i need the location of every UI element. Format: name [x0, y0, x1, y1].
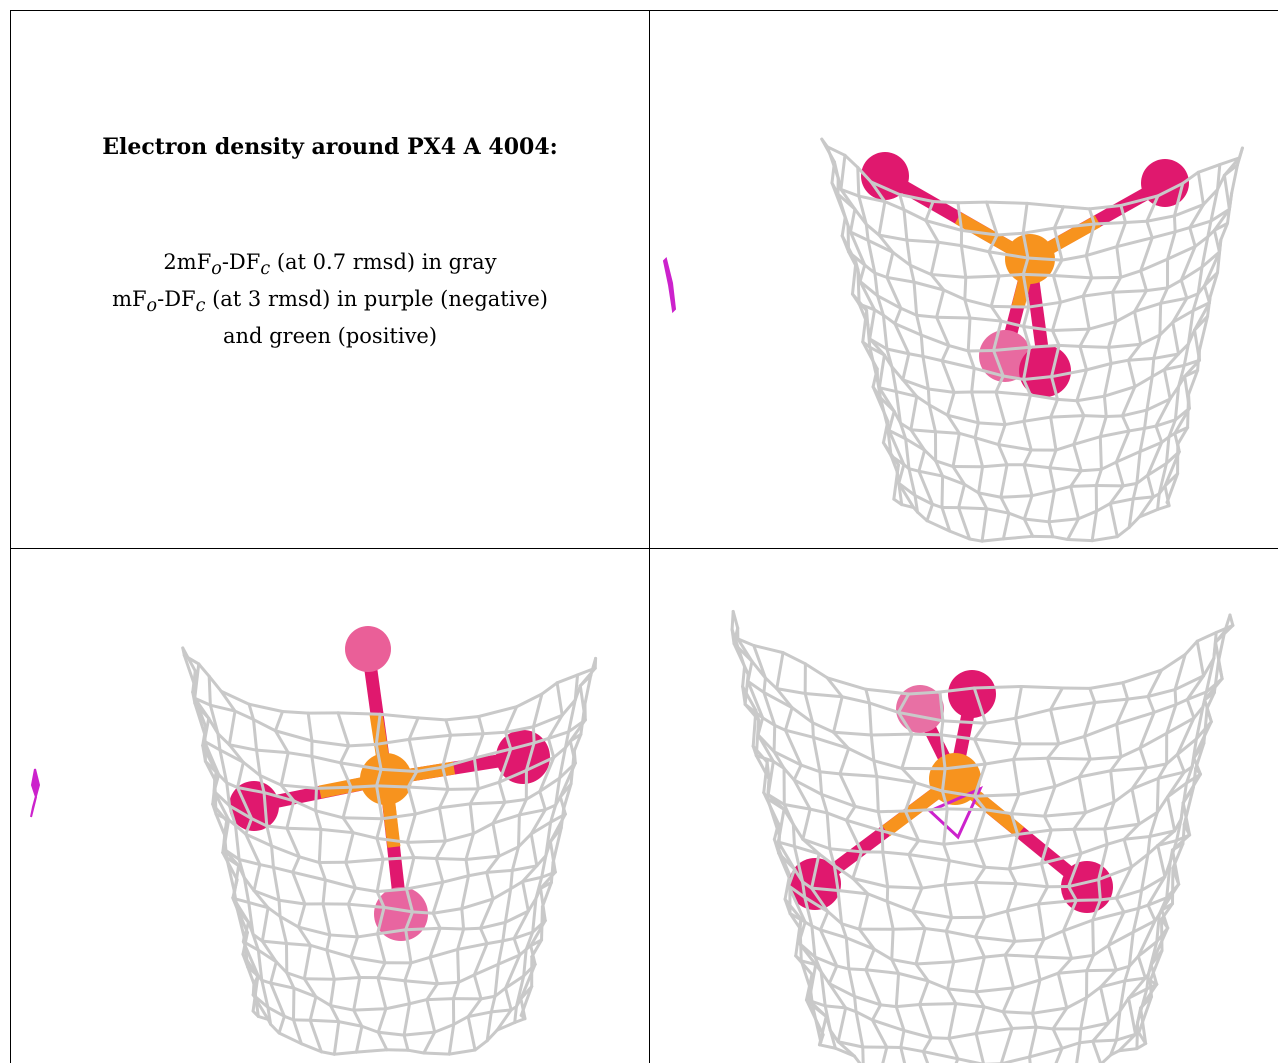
legend-line-green: and green (positive) — [222, 324, 438, 349]
legend-line-2mfo: 2mFo-DFc (at 0.7 rmsd) in gray — [163, 250, 497, 280]
oxygen-atom — [948, 670, 996, 718]
oxygen-atom — [345, 626, 391, 672]
figure-title: Electron density around PX4 A 4004: — [102, 134, 558, 160]
oxygen-atom — [861, 152, 909, 200]
molecule-render-2 — [30, 626, 598, 1056]
oxygen-atom — [979, 330, 1031, 382]
oxygen-atom — [496, 730, 550, 784]
oxygen-atom — [1141, 159, 1189, 207]
density-view-bottom-left — [10, 549, 649, 1063]
oxygen-atom — [1019, 345, 1071, 397]
molecule-render-3 — [730, 609, 1235, 1063]
density-view-top-right — [649, 10, 1278, 549]
density-mesh-front — [193, 662, 597, 1056]
text-panel: Electron density around PX4 A 4004: 2mFo… — [10, 10, 649, 549]
density-view-bottom-right — [649, 549, 1278, 1063]
negative-density-blob — [30, 768, 41, 818]
legend-text: 2mFo-DFc (at 0.7 rmsd) in gray mFo-DFc (… — [11, 247, 649, 351]
negative-density-blob — [662, 257, 677, 314]
oxygen-atom — [374, 887, 428, 941]
phosphorus-atom — [360, 753, 412, 805]
molecule-render-1 — [662, 137, 1244, 543]
density-mesh-front — [825, 145, 1244, 543]
legend-line-mfo: mFo-DFc (at 3 rmsd) in purple (negative) — [112, 287, 548, 317]
density-mesh-front — [732, 623, 1235, 1063]
negative-density-triangle — [927, 786, 984, 840]
